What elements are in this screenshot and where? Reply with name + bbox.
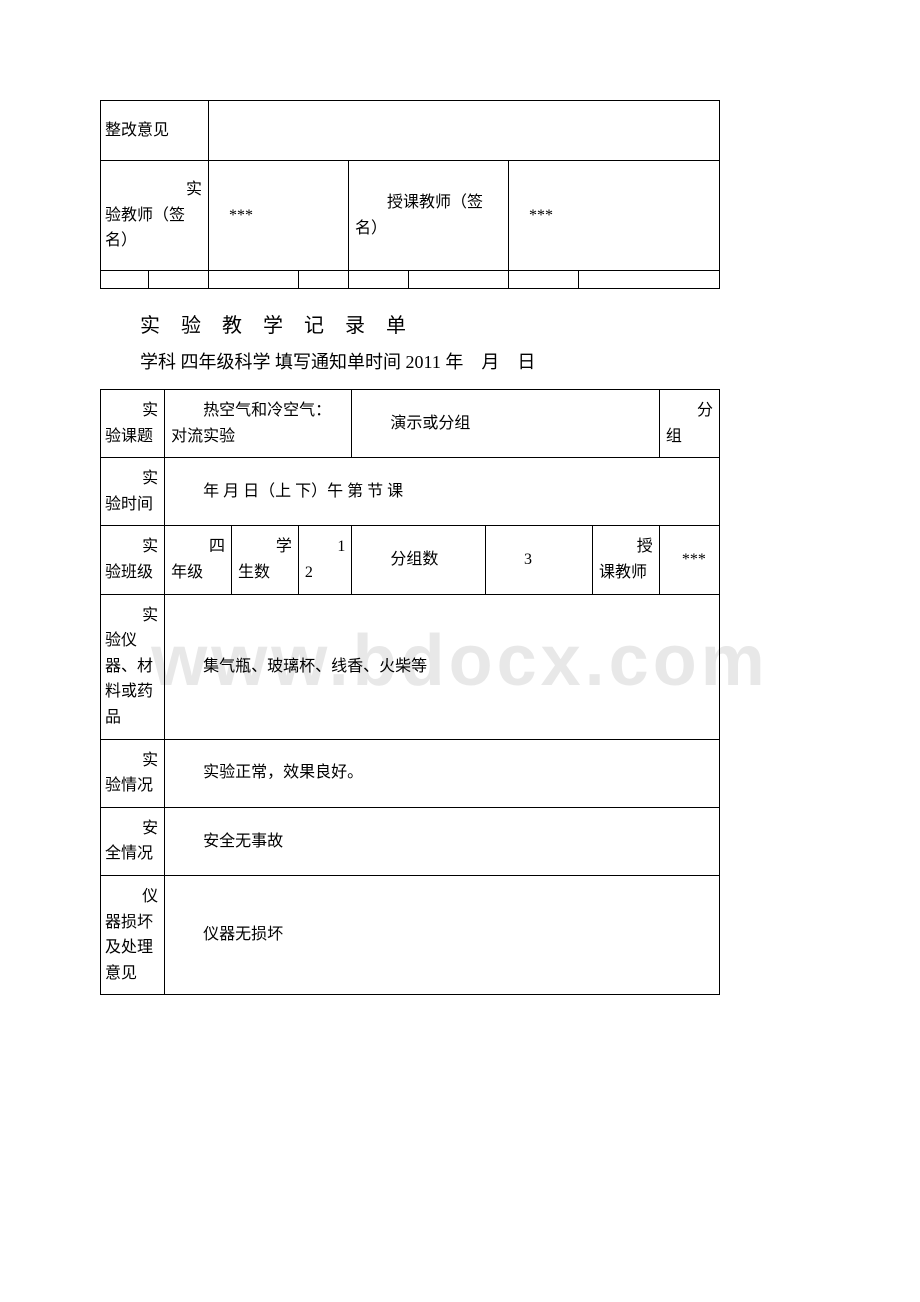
label-situation: 实 验情况 [101,739,165,807]
row-signature: 实 验教师（签名） *** 授课教师（签名） *** [101,161,720,271]
l-first: 仪 [105,884,158,910]
val-group-count: 3 [486,526,593,594]
row-materials: 实 验仪器、材料或药品 集气瓶、玻璃杯、线香、火柴等 [101,594,720,739]
l-first: 安 [105,816,158,842]
table-record: 实 验课题 热空气和冷空气：对流实验 演示或分组 分 组 实 验时间 年 月 日… [100,389,720,995]
val-demo-group: 演示或分组 [352,390,659,458]
l-first: 实 [105,466,158,492]
label-rest: 验教师（签名） [105,203,202,254]
label-student-count: 学 生数 [232,526,299,594]
label-safety: 安 全情况 [101,807,165,875]
val-student-count: 1 2 [298,526,351,594]
l-rest: 验时间 [105,492,158,518]
row-topic: 实 验课题 热空气和冷空气：对流实验 演示或分组 分 组 [101,390,720,458]
row-correction: 整改意见 [101,101,720,161]
c-first: 四 [171,534,225,560]
row-damage: 仪 器损坏及处理意见 仪器无损坏 [101,875,720,994]
val-course-teacher: *** [509,161,720,271]
label-materials: 实 验仪器、材料或药品 [101,594,165,739]
l-first: 实 [105,398,158,424]
label-first: 实 [105,177,202,203]
table-top: 整改意见 实 验教师（签名） *** 授课教师（签名） *** [100,100,720,289]
row-class: 实 验班级 四 年级 学 生数 1 2 分组数 3 授 课教师 *** [101,526,720,594]
label-correction: 整改意见 [101,101,209,161]
label-teacher: 授 课教师 [592,526,659,594]
label-topic: 实 验课题 [101,390,165,458]
label-time: 实 验时间 [101,458,165,526]
val-exp-teacher: *** [209,161,349,271]
label-course-teacher: 授课教师（签名） [349,161,509,271]
l-first: 实 [105,748,158,774]
val-situation: 实验正常，效果良好。 [165,739,720,807]
l-rest: 验情况 [105,773,158,799]
label-group-count: 分组数 [352,526,486,594]
c-rest: 2 [305,560,345,586]
l-rest: 验仪器、材料或药品 [105,628,158,730]
l-rest: 全情况 [105,841,158,867]
val-materials: 集气瓶、玻璃杯、线香、火柴等 [165,594,720,739]
val-damage: 仪器无损坏 [165,875,720,994]
val-group: 分 组 [659,390,719,458]
val-grade: 四 年级 [165,526,232,594]
c-rest: 生数 [238,560,292,586]
label-class: 实 验班级 [101,526,165,594]
c-first: 1 [305,534,345,560]
label-damage: 仪 器损坏及处理意见 [101,875,165,994]
row-situation: 实 验情况 实验正常，效果良好。 [101,739,720,807]
page-subtitle: 学科 四年级科学 填写通知单时间 2011 年 月 日 [100,348,820,389]
page-title: 实 验 教 学 记 录 单 [100,289,820,348]
l-rest: 验课题 [105,424,158,450]
c-first: 授 [599,534,653,560]
g-rest: 组 [666,424,713,450]
l-first: 实 [105,534,158,560]
l-first: 实 [105,603,158,629]
c-first: 学 [238,534,292,560]
val-correction [209,101,720,161]
label-exp-teacher: 实 验教师（签名） [101,161,209,271]
row-safety: 安 全情况 安全无事故 [101,807,720,875]
val-safety: 安全无事故 [165,807,720,875]
val-teacher: *** [659,526,719,594]
row-empty [101,271,720,289]
c-rest: 年级 [171,560,225,586]
c-rest: 课教师 [599,560,653,586]
val-time: 年 月 日（上 下）午 第 节 课 [165,458,720,526]
l-rest: 验班级 [105,560,158,586]
g-first: 分 [666,398,713,424]
l-rest: 器损坏及处理意见 [105,910,158,987]
row-time: 实 验时间 年 月 日（上 下）午 第 节 课 [101,458,720,526]
val-topic: 热空气和冷空气：对流实验 [165,390,352,458]
